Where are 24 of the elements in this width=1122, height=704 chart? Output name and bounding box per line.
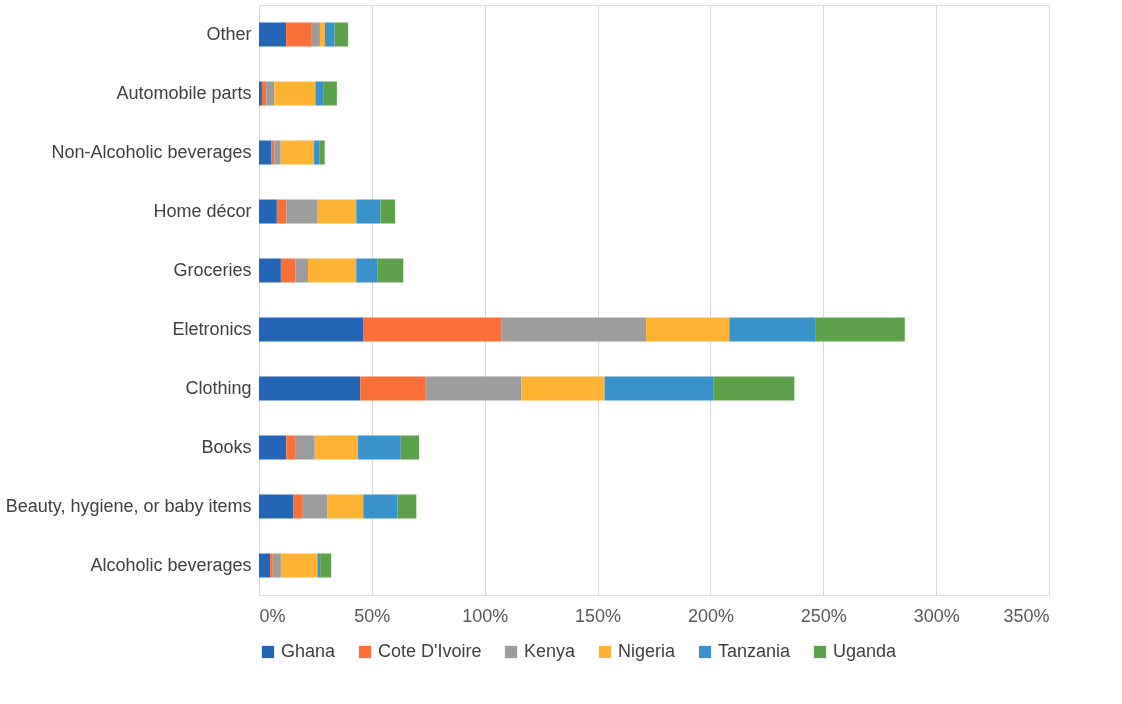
legend-label: Nigeria: [618, 641, 677, 661]
y-tick-label: Home décor: [153, 200, 252, 221]
y-tick-label: Non-Alcoholic beverages: [51, 141, 252, 162]
legend-label: Uganda: [833, 641, 898, 661]
x-tick-label: 350%: [1003, 605, 1050, 626]
x-tick-label: 300%: [913, 605, 960, 626]
x-tick-label: 200%: [687, 605, 734, 626]
y-tick-label: Groceries: [173, 259, 252, 280]
y-tick-label: Books: [201, 436, 252, 457]
y-tick-label: Alcoholic beverages: [90, 554, 252, 575]
legend-label: Tanzania: [718, 641, 792, 661]
legend-label: Ghana: [281, 641, 337, 661]
x-tick-label: 250%: [800, 605, 847, 626]
x-tick-label: 50%: [354, 605, 391, 626]
y-tick-label: Eletronics: [172, 318, 252, 339]
x-tick-label: 100%: [462, 605, 509, 626]
x-tick-label: 150%: [575, 605, 622, 626]
legend-label: Cote D'Ivoire: [378, 641, 482, 661]
y-tick-label: Clothing: [185, 377, 252, 398]
y-tick-label: Beauty, hygiene, or baby items: [5, 495, 252, 516]
x-tick-label: 0%: [259, 605, 286, 626]
legend-label: Kenya: [524, 641, 577, 661]
y-tick-label: Other: [206, 23, 252, 44]
y-tick-label: Automobile parts: [116, 82, 252, 103]
